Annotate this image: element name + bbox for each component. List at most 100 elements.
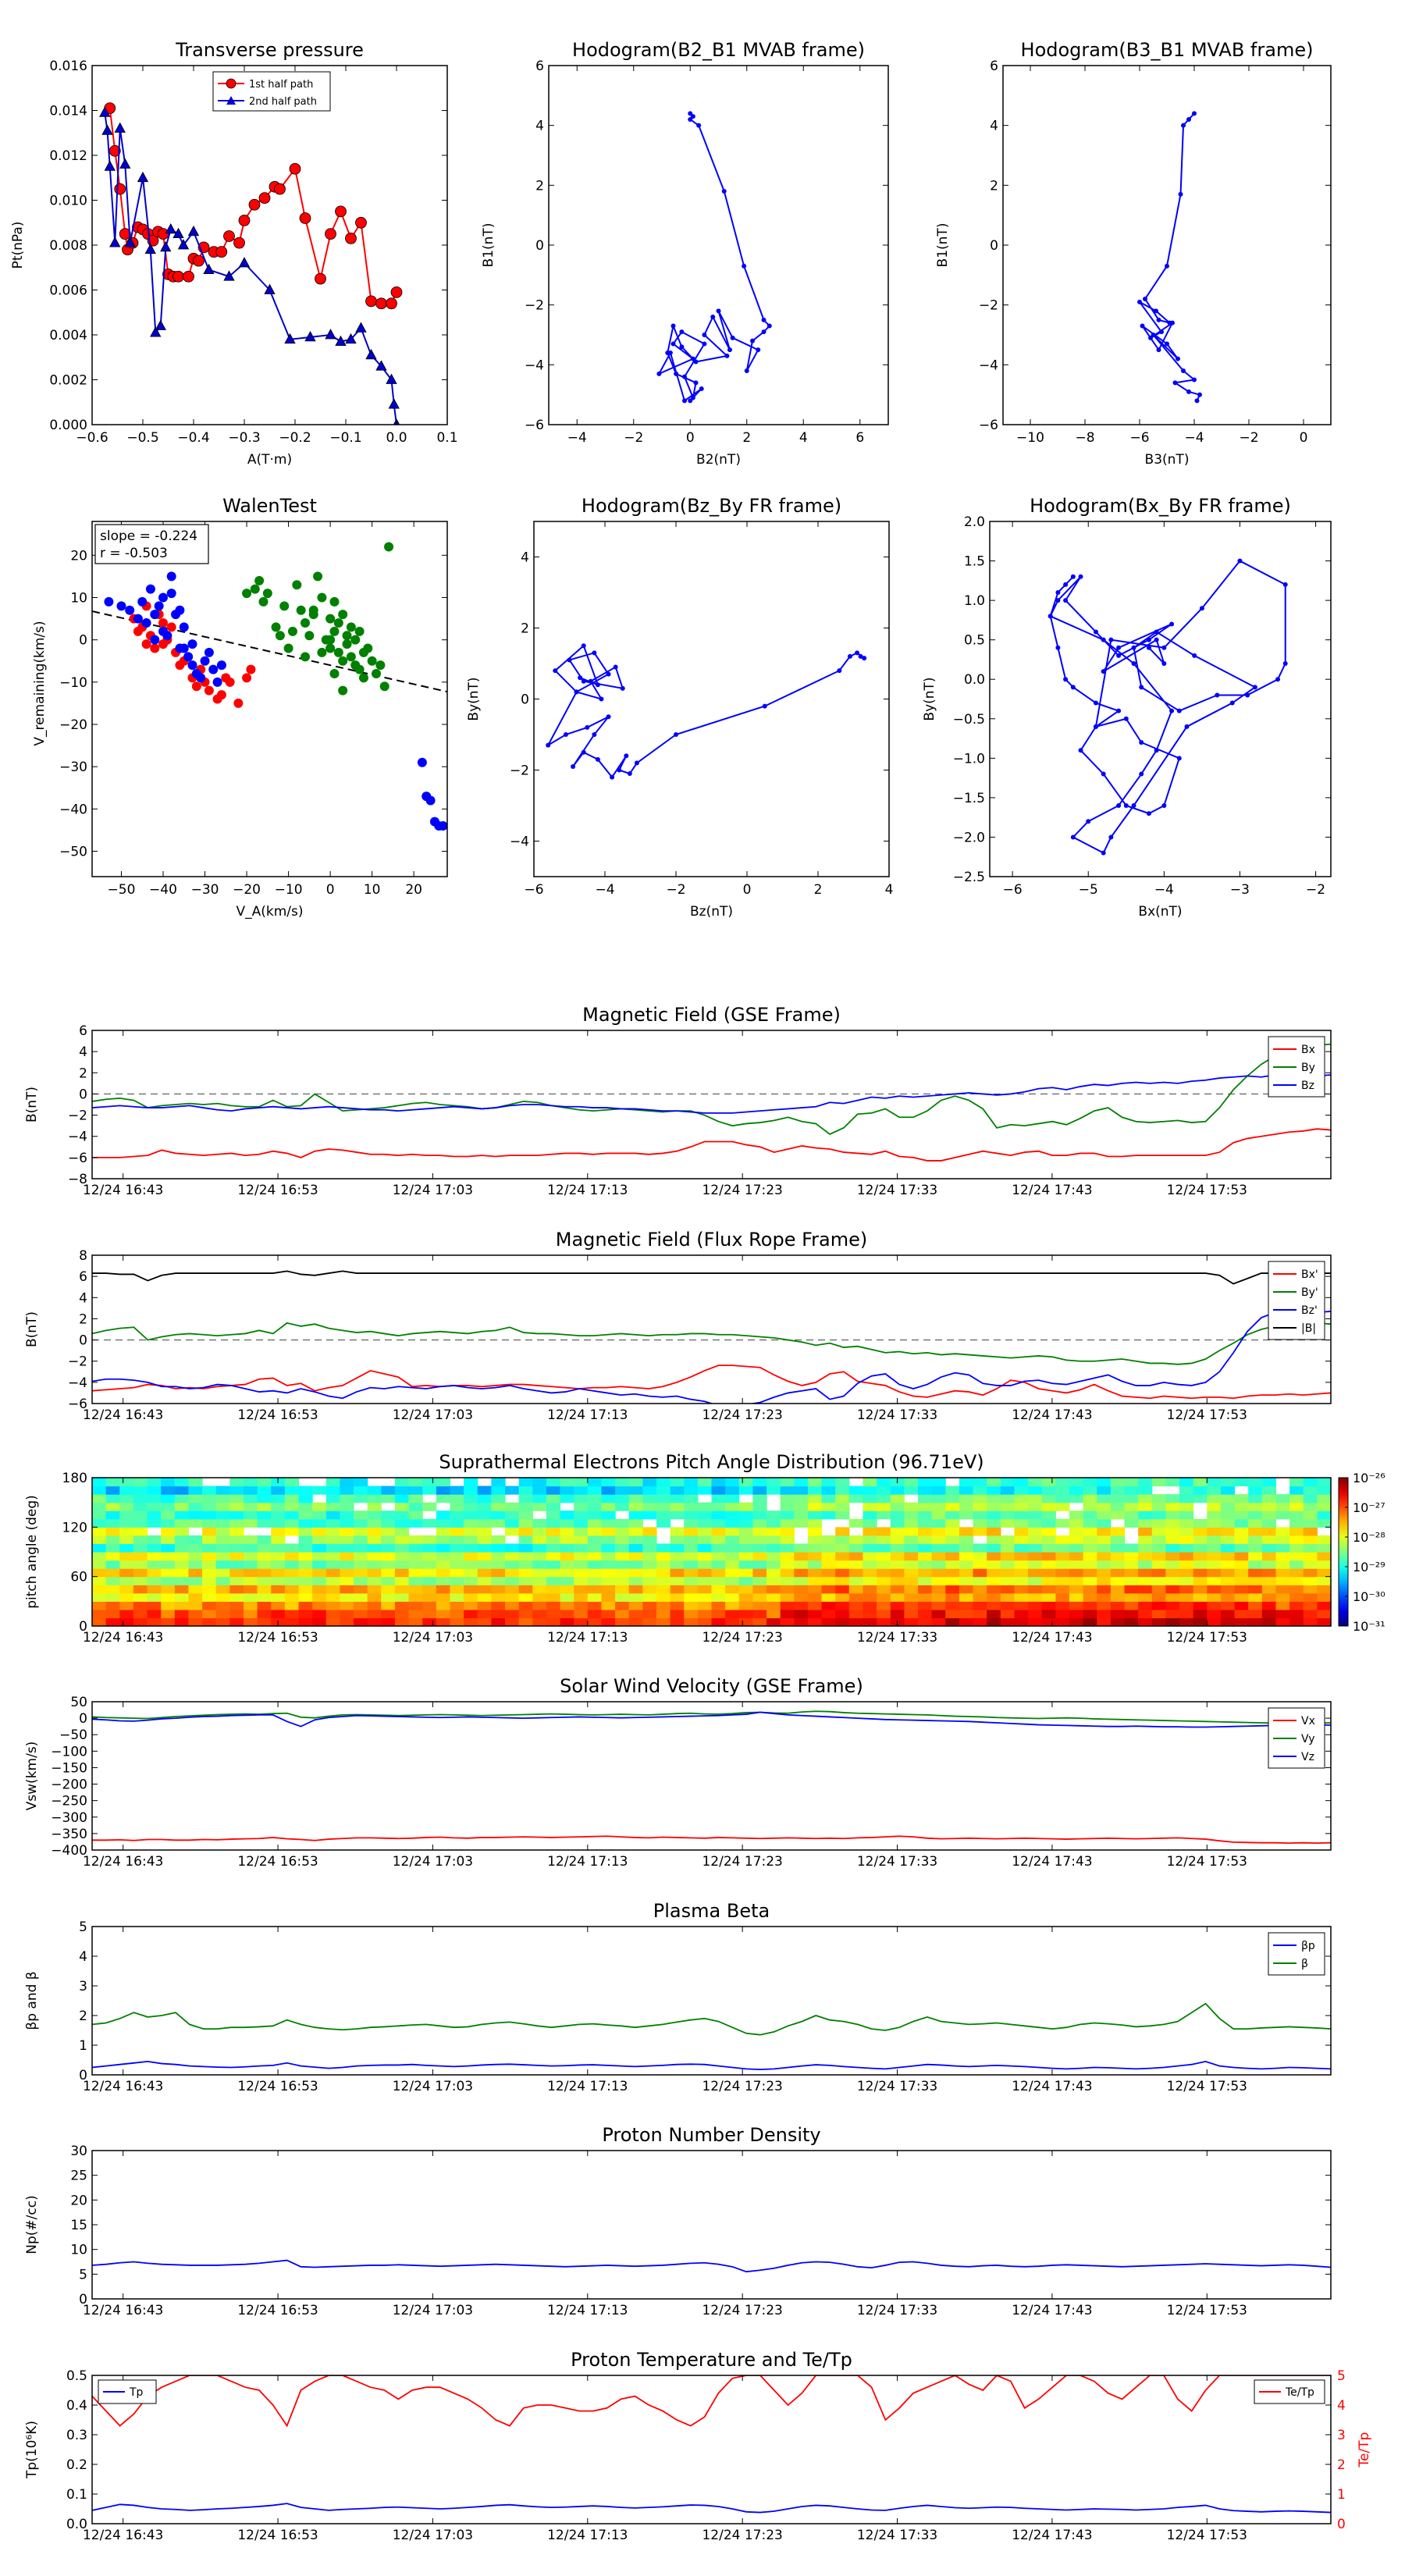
heatmap-cell [697, 1502, 713, 1511]
heatmap-cell [738, 1617, 753, 1627]
colorbar-tick-label: 10⁻²⁶ [1353, 1471, 1385, 1485]
data-point-hxy [1161, 645, 1167, 650]
heatmap-cell [546, 1543, 561, 1553]
heatmap-cell [450, 1568, 464, 1578]
ytick-label-h31: 2 [990, 178, 998, 194]
heatmap-cell [422, 1543, 437, 1553]
heatmap-cell [464, 1485, 478, 1495]
heatmap-cell [271, 1576, 286, 1585]
heatmap-cell [725, 1527, 740, 1536]
heatmap-cell [367, 1502, 382, 1511]
heatmap-cell [656, 1617, 671, 1627]
heatmap-cell [505, 1601, 520, 1610]
heatmap-cell [863, 1585, 877, 1594]
data-point-h31 [1192, 111, 1197, 116]
ytick-label-h23: 4 [535, 119, 544, 134]
data-point-hxy [1199, 606, 1204, 611]
heatmap-cell [1097, 1609, 1112, 1619]
heatmap-cell [1028, 1510, 1043, 1520]
heatmap-cell [931, 1576, 946, 1585]
data-point-hxy [1229, 700, 1235, 706]
heatmap-cell [450, 1617, 464, 1627]
heatmap-cell [381, 1601, 396, 1610]
data-point-walen [367, 656, 377, 666]
data-point-hzy [567, 657, 572, 663]
data-point-pt [99, 106, 111, 117]
heatmap-cell [325, 1609, 340, 1619]
heatmap-cell [601, 1518, 616, 1528]
ylabel-bfr: B(nT) [24, 1311, 40, 1347]
heatmap-cell [1083, 1617, 1097, 1627]
heatmap-cell [725, 1552, 740, 1561]
heatmap-cell [725, 1617, 740, 1627]
heatmap-cell [1220, 1585, 1236, 1594]
heatmap-cell [325, 1560, 340, 1569]
heatmap-cell [560, 1535, 574, 1545]
heatmap-cell [408, 1510, 423, 1520]
heatmap-cell [767, 1552, 781, 1561]
heatmap-cell [243, 1535, 258, 1545]
heatmap-cell [174, 1560, 190, 1569]
heatmap-cell [1041, 1601, 1056, 1610]
ytick2-label-tp: 5 [1337, 2368, 1346, 2384]
ytick-label-vsw: 50 [70, 1695, 87, 1710]
data-point-hxy [1093, 700, 1098, 706]
heatmap-cell [367, 1592, 382, 1602]
heatmap-cell [807, 1494, 823, 1503]
heatmap-cell [1234, 1502, 1249, 1511]
data-point-hxy [1161, 661, 1167, 666]
heatmap-cell [1248, 1510, 1263, 1520]
ylabel-walen: V_remaining(km/s) [32, 621, 48, 745]
time-tick-label-tp: 12/24 17:43 [1012, 2528, 1092, 2543]
heatmap-cell [271, 1568, 286, 1578]
plot-content-bfr [92, 1270, 1331, 1404]
heatmap-cell [340, 1485, 354, 1495]
data-point-hxy [1078, 574, 1083, 579]
heatmap-cell [752, 1568, 767, 1578]
heatmap-cell [1097, 1510, 1112, 1520]
heatmap-cell [1110, 1552, 1126, 1561]
heatmap-cell [890, 1535, 905, 1545]
heatmap-cell [532, 1527, 547, 1536]
heatmap-cell [945, 1601, 960, 1610]
heatmap-cell [1317, 1494, 1332, 1503]
time-tick-label-vsw: 12/24 17:33 [857, 1854, 937, 1870]
ytick-label-beta: 4 [79, 1949, 87, 1965]
heatmap-cell [794, 1576, 809, 1585]
heatmap-cell [1303, 1502, 1318, 1511]
heatmap-cell [642, 1485, 657, 1495]
heatmap-cell [1317, 1510, 1332, 1520]
heatmap-cell [684, 1510, 699, 1520]
plot-area-pt [92, 66, 447, 425]
heatmap-cell [1248, 1568, 1263, 1578]
heatmap-cell [821, 1560, 836, 1569]
heatmap-cell [229, 1485, 244, 1495]
heatmap-cell [229, 1543, 244, 1553]
heatmap-cell [807, 1478, 823, 1487]
heatmap-cell [1179, 1535, 1194, 1545]
ytick-label-h23: −4 [525, 358, 544, 373]
heatmap-cell [560, 1527, 574, 1536]
time-tick-label-np: 12/24 17:13 [547, 2303, 628, 2318]
heatmap-cell [574, 1502, 589, 1511]
heatmap-cell [284, 1601, 300, 1610]
heatmap-cell [752, 1494, 767, 1503]
heatmap-cell [863, 1617, 877, 1627]
heatmap-cell [601, 1560, 616, 1569]
heatmap-cell [1261, 1568, 1277, 1578]
heatmap-cell [243, 1494, 258, 1503]
heatmap-cell [697, 1518, 713, 1528]
heatmap-cell [574, 1576, 589, 1585]
xtick-label-hzy: −4 [595, 882, 614, 898]
heatmap-cell [1303, 1560, 1318, 1569]
data-point-walen [150, 635, 160, 645]
heatmap-cell [243, 1552, 258, 1561]
data-point-walen [363, 643, 373, 653]
heatmap-cell [1193, 1478, 1208, 1487]
heatmap-cell [794, 1592, 809, 1602]
heatmap-cell [642, 1543, 657, 1553]
ytick-label-hxy: −1.5 [953, 791, 985, 806]
heatmap-cell [298, 1560, 313, 1569]
data-point-pt [355, 216, 367, 229]
heatmap-cell [408, 1502, 423, 1511]
